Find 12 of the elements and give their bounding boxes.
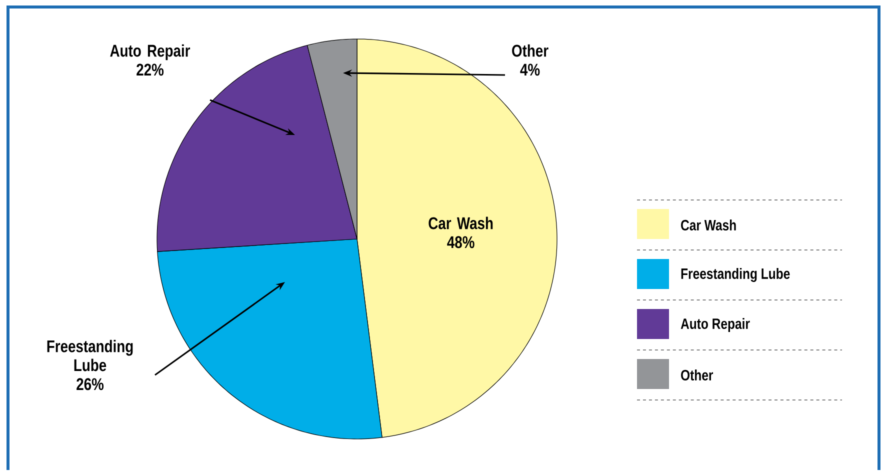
slice-label: Auto Repair [110, 44, 190, 60]
legend-label: Car Wash [681, 219, 736, 230]
legend-label: Freestanding Lube [681, 268, 790, 282]
data-label: 4% [520, 64, 540, 76]
legend-label: Other [681, 369, 714, 380]
slice-label: Other [512, 44, 548, 57]
data-label: 48% [447, 236, 474, 248]
data-label: 26% [76, 378, 104, 390]
slice-label: Car Wash [428, 216, 493, 230]
legend-label: Auto Repair [680, 318, 750, 332]
data-label: 22% [136, 63, 164, 76]
slice-label: Freestanding Lube [47, 340, 133, 371]
